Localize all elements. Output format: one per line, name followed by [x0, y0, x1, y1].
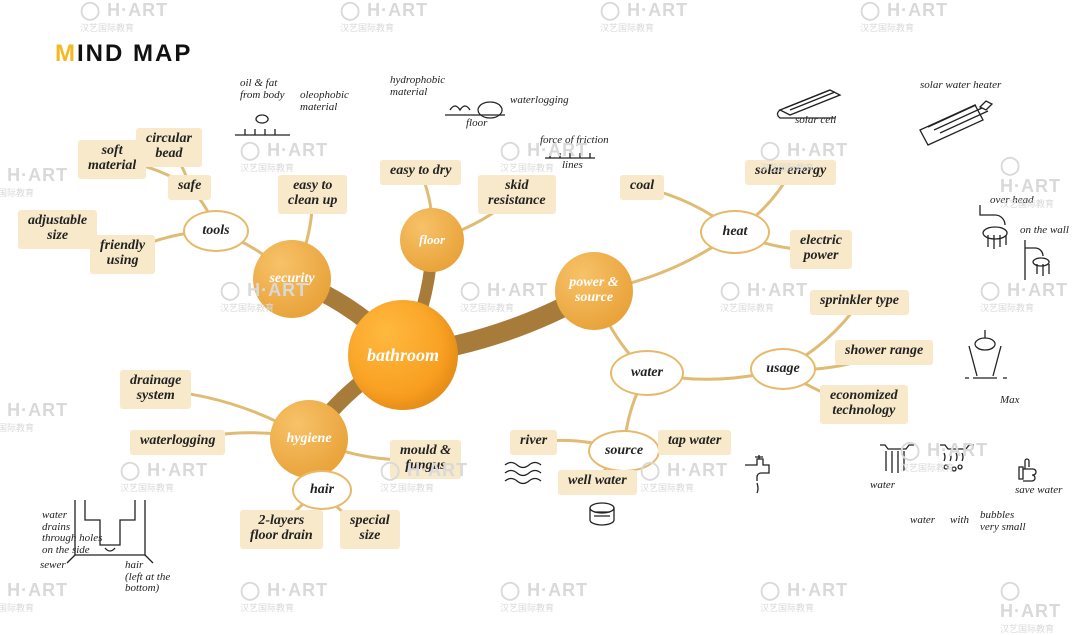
watermark: ◯ H·ART汉艺国际教育: [500, 580, 588, 614]
node-heat: heat: [700, 210, 770, 254]
annotation-bubbles: bubbles very small: [980, 510, 1026, 533]
annotation-solar-cell: solar cell: [795, 115, 836, 127]
node-tools: tools: [183, 210, 249, 252]
node-tools-label: tools: [202, 224, 229, 239]
node-security-label: security: [269, 272, 314, 287]
watermark: ◯ H·ART汉艺国际教育: [240, 140, 328, 174]
leaf-circular-bead: circular bead: [136, 128, 202, 167]
annotation-max: Max: [1000, 395, 1020, 407]
annotation-with: with: [950, 515, 969, 527]
annotation-water-drains: water drains through holes on the side: [42, 510, 102, 556]
annotation-friction: force of friction: [540, 135, 609, 147]
annotation-oil-fat: oil & fat from body: [240, 78, 285, 101]
node-water: water: [610, 350, 684, 396]
leaf-well-water: well water: [558, 470, 637, 495]
annotation-lines: lines: [562, 160, 583, 172]
watermark: ◯ H·ART汉艺国际教育: [80, 0, 168, 34]
leaf-river: river: [510, 430, 557, 455]
node-bathroom-label: bathroom: [367, 346, 439, 365]
watermark: ◯ H·ART汉艺国际教育: [980, 280, 1068, 314]
node-power: power & source: [555, 252, 633, 330]
watermark: ◯ H·ART汉艺国际教育: [720, 280, 808, 314]
leaf-tap-water: tap water: [658, 430, 731, 455]
annotation-hydrophobic: hydrophobic material: [390, 75, 445, 98]
leaf-adjustable-size: adjustable size: [18, 210, 97, 249]
node-bathroom: bathroom: [348, 300, 458, 410]
annotation-over-head: over head: [990, 195, 1034, 207]
leaf-solar: solar energy: [745, 160, 836, 185]
leaf-waterlogging: waterlogging: [130, 430, 225, 455]
annotation-oleophobic: oleophobic material: [300, 90, 349, 113]
watermark: ◯ H·ART汉艺国际教育: [900, 440, 988, 474]
leaf-coal: coal: [620, 175, 664, 200]
watermark: ◯ H·ART汉艺国际教育: [0, 400, 68, 434]
node-hygiene: hygiene: [270, 400, 348, 478]
node-hygiene-label: hygiene: [286, 432, 331, 447]
node-usage: usage: [750, 348, 816, 390]
watermark: ◯ H·ART汉艺国际教育: [860, 0, 948, 34]
annotation-waterlog2: waterlogging: [510, 95, 569, 107]
leaf-mould: mould & fungus: [390, 440, 461, 479]
node-water-label: water: [631, 366, 663, 381]
node-hair-label: hair: [310, 483, 334, 498]
watermark: ◯ H·ART汉艺国际教育: [1000, 580, 1080, 635]
leaf-sprinkler: sprinkler type: [810, 290, 909, 315]
leaf-electric: electric power: [790, 230, 852, 269]
annotation-hair-left: hair (left at the bottom): [125, 560, 170, 595]
node-floor: floor: [400, 208, 464, 272]
leaf-friendly-using: friendly using: [90, 235, 155, 274]
watermark: ◯ H·ART汉艺国际教育: [760, 580, 848, 614]
node-source: source: [588, 430, 660, 472]
annotation-save-water: save water: [1015, 485, 1062, 497]
title-rest: IND MAP: [77, 40, 192, 67]
leaf-skid: skid resistance: [478, 175, 556, 214]
node-hair: hair: [292, 470, 352, 510]
leaf-economized: economized technology: [820, 385, 908, 424]
annotation-water-anno: water: [870, 480, 895, 492]
node-source-label: source: [605, 444, 643, 459]
leaf-easy-clean: easy to clean up: [278, 175, 347, 214]
leaf-drainage: drainage system: [120, 370, 191, 409]
title-first-letter: M: [55, 40, 77, 67]
leaf-special-size: special size: [340, 510, 400, 549]
annotation-on-wall: on the wall: [1020, 225, 1069, 237]
annotation-floor-anno: floor: [466, 118, 487, 130]
node-floor-label: floor: [419, 233, 445, 247]
leaf-easy-dry: easy to dry: [380, 160, 461, 185]
leaf-safe: safe: [168, 175, 211, 200]
leaf-2layers: 2-layers floor drain: [240, 510, 323, 549]
page-title: MIND MAP: [55, 40, 192, 68]
node-security: security: [253, 240, 331, 318]
node-power-label: power & source: [555, 276, 633, 305]
watermark: ◯ H·ART汉艺国际教育: [240, 580, 328, 614]
watermark: ◯ H·ART汉艺国际教育: [340, 0, 428, 34]
leaf-shower-range: shower range: [835, 340, 933, 365]
watermark: ◯ H·ART汉艺国际教育: [460, 280, 548, 314]
annotation-solar-heater: solar water heater: [920, 80, 1001, 92]
annotation-sewer: sewer: [40, 560, 66, 572]
watermark: ◯ H·ART汉艺国际教育: [600, 0, 688, 34]
watermark: ◯ H·ART汉艺国际教育: [640, 460, 728, 494]
watermark: ◯ H·ART汉艺国际教育: [0, 580, 68, 614]
node-heat-label: heat: [723, 225, 748, 240]
watermark: ◯ H·ART汉艺国际教育: [0, 165, 68, 199]
node-usage-label: usage: [766, 362, 799, 377]
annotation-water2: water: [910, 515, 935, 527]
watermark: ◯ H·ART汉艺国际教育: [120, 460, 208, 494]
